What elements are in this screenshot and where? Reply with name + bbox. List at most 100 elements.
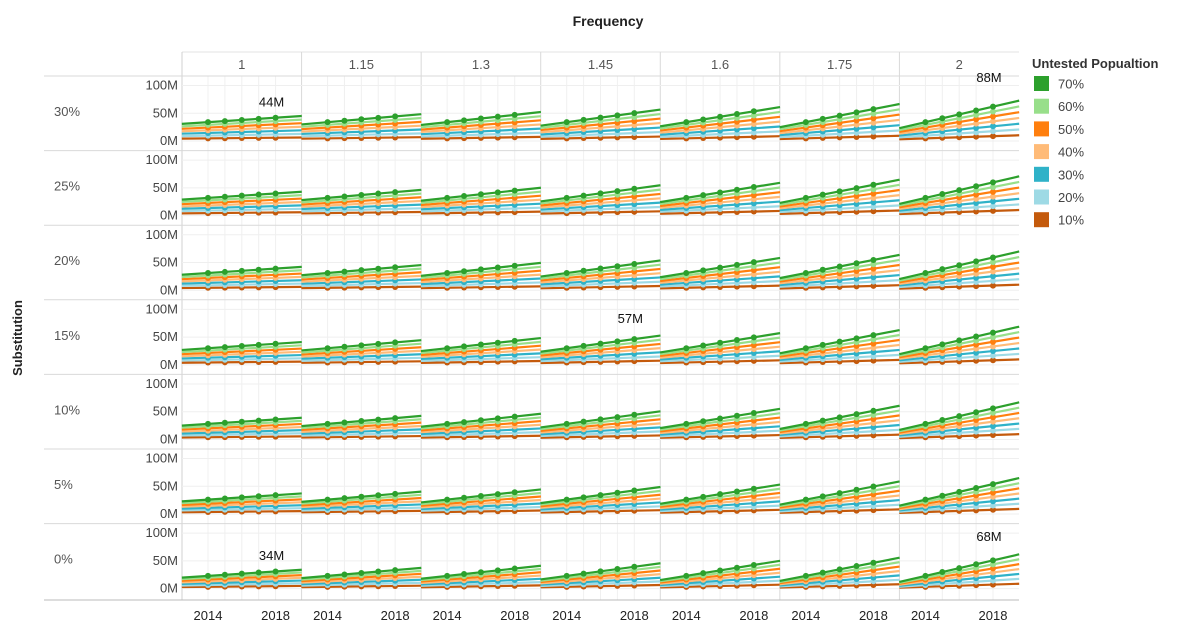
data-point-70% [717,339,724,346]
facet-4-4 [659,407,781,441]
data-point-70% [255,115,262,122]
data-point-70% [272,340,279,347]
data-point-70% [580,267,587,274]
data-point-70% [494,189,501,196]
annotation-layer: 44M 88M 57M 34M 68M [259,70,1002,563]
data-point-70% [973,258,980,265]
data-point-30% [870,349,877,356]
data-point-70% [511,489,518,496]
data-point-70% [990,254,996,261]
facet-0-4 [659,106,781,142]
y-tick-label: 0M [160,357,178,372]
data-point-70% [939,492,946,499]
data-point-70% [238,116,245,123]
data-point-70% [324,496,331,503]
data-point-70% [511,187,518,194]
data-point-20% [870,203,877,210]
data-point-70% [922,345,929,352]
data-point-70% [597,568,604,575]
data-point-70% [802,420,809,427]
data-point-70% [221,495,228,502]
facet-3-3 [540,334,661,366]
data-point-10% [990,282,996,289]
facet-3-4 [659,332,781,366]
data-point-10% [990,357,996,364]
data-point-70% [272,492,279,499]
facet-3-6 [898,325,1020,366]
facet-0-2 [420,110,542,142]
data-point-70% [494,113,501,120]
data-point-50% [990,489,996,496]
y-tick-label: 50M [153,553,178,568]
data-point-70% [375,190,382,197]
data-point-70% [511,565,518,572]
data-point-70% [717,491,724,498]
data-point-70% [683,496,690,503]
facet-3-1 [301,339,422,366]
data-point-40% [973,270,980,277]
data-point-70% [700,342,707,349]
legend-label-70%: 70% [1058,77,1084,92]
data-point-70% [341,571,348,578]
data-point-70% [614,112,621,119]
legend-label-10%: 10% [1058,213,1084,228]
data-point-70% [341,117,348,124]
data-point-10% [990,432,996,439]
facet-headers: 1 1.15 1.3 1.45 1.6 1.75 2 30% 25% 20% 15% 10% 5% 0% [54,57,963,567]
data-point-70% [255,417,262,424]
data-point-30% [870,274,877,281]
facet-2-2 [420,261,542,291]
facet-4-2 [420,412,542,441]
data-point-10% [973,208,980,215]
data-point-50% [853,117,860,124]
data-point-60% [973,187,980,194]
data-point-60% [973,111,980,118]
y-tick-label: 100M [145,301,178,316]
data-point-70% [750,259,757,266]
data-point-70% [733,564,740,571]
column-header-4: 1.6 [711,57,729,72]
data-point-70% [392,264,399,271]
data-point-70% [341,268,348,275]
data-point-30% [973,274,980,281]
facet-4-1 [301,414,422,441]
facet-2-1 [301,263,422,291]
row-axis-label: Substitution [10,300,25,376]
row-header-2: 20% [54,253,80,268]
data-point-70% [238,418,245,425]
data-point-30% [750,125,757,132]
data-point-20% [990,128,996,135]
data-point-70% [733,412,740,419]
data-point-70% [563,345,570,352]
legend: Untested Popualtion 70% 60% 50% 40% 30% 20% 10… [1032,56,1158,228]
data-point-30% [990,123,996,130]
data-point-70% [836,263,843,270]
data-point-20% [870,278,877,285]
data-point-70% [733,186,740,193]
y-tick-label: 50M [153,478,178,493]
data-point-70% [614,566,621,573]
data-point-70% [563,572,570,579]
data-point-70% [750,108,757,115]
data-point-40% [870,269,877,276]
data-point-70% [221,118,228,125]
data-point-70% [511,262,518,269]
facet-1-6 [898,175,1020,217]
data-point-30% [870,124,877,131]
data-point-70% [956,413,963,420]
data-point-70% [477,191,484,198]
y-tick-label: 0M [160,208,178,223]
data-point-30% [973,200,980,207]
data-point-70% [444,270,451,277]
data-point-10% [973,133,980,140]
data-point-20% [973,204,980,211]
data-point-70% [358,418,365,425]
data-point-40% [973,195,980,202]
data-point-20% [750,129,757,136]
data-point-70% [733,111,740,118]
data-point-70% [341,495,348,502]
data-point-70% [341,419,348,426]
data-point-70% [802,572,809,579]
data-point-40% [990,418,996,425]
x-tick-label: 2014 [194,608,223,623]
